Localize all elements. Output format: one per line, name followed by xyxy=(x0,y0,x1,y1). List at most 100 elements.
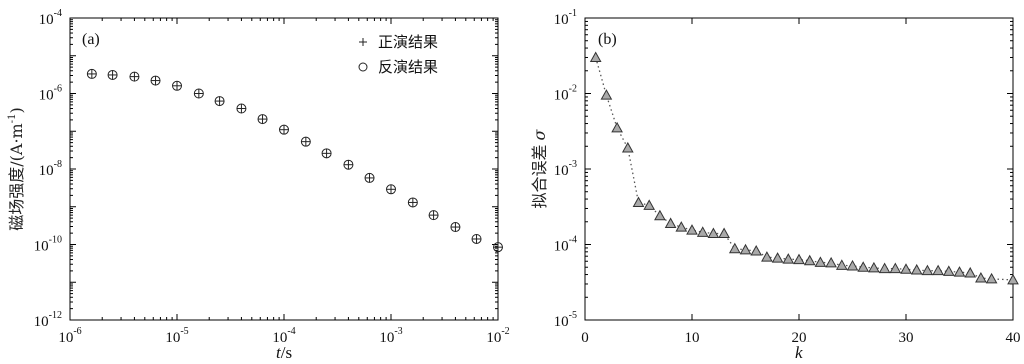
data-point-circle xyxy=(386,184,396,195)
data-point-circle xyxy=(279,124,289,135)
ticks-a: 10-6 10-5 10-4 10-3 10-2 10-12 10-10 10-8 10-6 10… xyxy=(34,8,510,346)
data-point-triangle xyxy=(771,252,784,263)
data-point-triangle xyxy=(878,262,891,274)
data-point-plus xyxy=(215,96,225,106)
x-axis-label-b: k xyxy=(795,343,803,362)
y-tick-label-b: 10-1 xyxy=(554,8,577,28)
data-point-triangle xyxy=(868,261,880,273)
data-point-triangle xyxy=(793,253,805,265)
x-tick-label-b: 20 xyxy=(792,330,807,346)
data-point-circle xyxy=(471,233,482,244)
data-point-plus xyxy=(365,173,375,183)
data-point-plus xyxy=(236,104,246,114)
legend-marker-circle xyxy=(358,62,368,72)
x-tick-label-b: 40 xyxy=(1006,330,1021,346)
data-point-triangle xyxy=(921,264,934,276)
data-point-circle xyxy=(321,148,332,159)
data-point-plus xyxy=(87,69,97,79)
y-axis-label-main-b: 拟合误差 xyxy=(530,144,549,208)
data-point-triangle xyxy=(857,261,870,272)
data-point-circle xyxy=(236,103,247,114)
data-point-plus xyxy=(129,72,139,82)
series-line-b xyxy=(595,57,1014,281)
points-a xyxy=(86,68,503,253)
data-point-triangle xyxy=(889,262,902,274)
data-point-circle xyxy=(193,88,204,99)
panel-label-a: (a) xyxy=(82,31,100,48)
y-axis-label-close-a: ) xyxy=(7,107,26,113)
data-point-plus xyxy=(450,222,460,232)
y-axis-label-main-a: 磁场强度/(A·m xyxy=(7,123,26,230)
data-point-triangle xyxy=(942,265,955,276)
data-point-triangle xyxy=(825,256,837,268)
y-axis-label-exp-a: -1 xyxy=(7,114,18,124)
x-tick-label-b: 10 xyxy=(685,330,700,346)
x-tick-label-b: 30 xyxy=(899,330,914,346)
data-point-plus xyxy=(258,114,268,124)
data-point-circle xyxy=(493,242,503,253)
data-point-plus xyxy=(472,234,482,244)
data-point-triangle xyxy=(664,217,677,228)
x-tick-label-a: 10-3 xyxy=(379,326,402,346)
data-point-triangle xyxy=(696,226,709,237)
data-point-plus xyxy=(386,184,396,194)
data-point-circle xyxy=(343,159,354,170)
data-point-circle xyxy=(214,96,225,107)
data-point-triangle xyxy=(975,271,987,283)
data-point-plus xyxy=(429,210,439,220)
data-point-plus xyxy=(301,137,311,147)
panel-a: 10-6 10-5 10-4 10-3 10-2 10-12 10-10 10-8 10-6 10… xyxy=(7,8,510,362)
data-point-triangle xyxy=(750,244,763,256)
y-tick-label-b: 10-4 xyxy=(554,235,577,255)
data-point-plus xyxy=(279,125,289,135)
y-tick-label-b: 10-5 xyxy=(554,310,577,330)
data-point-plus xyxy=(108,70,118,80)
data-point-triangle xyxy=(803,254,816,266)
data-point-triangle xyxy=(686,224,698,235)
data-point-circle xyxy=(407,197,418,208)
data-point-triangle xyxy=(782,253,795,264)
data-point-triangle xyxy=(728,242,741,254)
data-point-triangle xyxy=(932,264,944,276)
data-point-plus xyxy=(322,148,332,158)
x-axis-var-a: t xyxy=(276,343,282,362)
x-tick-label-a: 10-4 xyxy=(272,326,295,346)
data-point-circle xyxy=(86,68,97,79)
y-axis-label-var-b: σ xyxy=(530,128,549,140)
data-point-circle xyxy=(150,75,161,86)
y-tick-label-a: 10-10 xyxy=(34,235,62,255)
data-point-plus xyxy=(493,242,503,252)
x-tick-label-a: 10-2 xyxy=(486,326,509,346)
data-point-triangle xyxy=(761,251,773,262)
data-point-triangle xyxy=(985,272,998,284)
data-point-triangle xyxy=(643,199,656,210)
y-tick-label-a: 10-6 xyxy=(39,84,62,104)
data-point-plus xyxy=(172,81,182,91)
data-point-circle xyxy=(172,80,182,91)
data-point-circle xyxy=(107,69,118,80)
x-tick-label-a: 10-5 xyxy=(165,326,188,346)
data-point-plus xyxy=(343,160,353,170)
data-point-triangle xyxy=(1007,273,1019,285)
legend-label-inverse: 反演结果 xyxy=(378,58,438,76)
x-tick-label-a: 10-6 xyxy=(58,326,81,346)
data-point-circle xyxy=(129,71,140,82)
data-point-triangle xyxy=(964,266,977,278)
data-point-triangle xyxy=(654,209,666,221)
data-point-plus xyxy=(194,89,204,98)
data-point-plus xyxy=(408,197,418,207)
data-point-triangle xyxy=(632,196,645,207)
data-point-triangle xyxy=(600,89,613,100)
x-axis-unit-a: /s xyxy=(281,343,292,362)
data-point-triangle xyxy=(900,263,912,274)
data-point-triangle xyxy=(589,51,602,62)
y-tick-label-b: 10-2 xyxy=(554,84,577,104)
legend-a: 正演结果 反演结果 xyxy=(358,33,438,76)
data-point-circle xyxy=(364,172,375,183)
data-point-triangle xyxy=(718,227,730,238)
data-point-triangle xyxy=(953,266,966,277)
legend-label-forward: 正演结果 xyxy=(378,33,438,51)
y-tick-label-b: 10-3 xyxy=(554,159,577,179)
y-axis-label-b: 拟合误差 σ xyxy=(530,128,549,208)
